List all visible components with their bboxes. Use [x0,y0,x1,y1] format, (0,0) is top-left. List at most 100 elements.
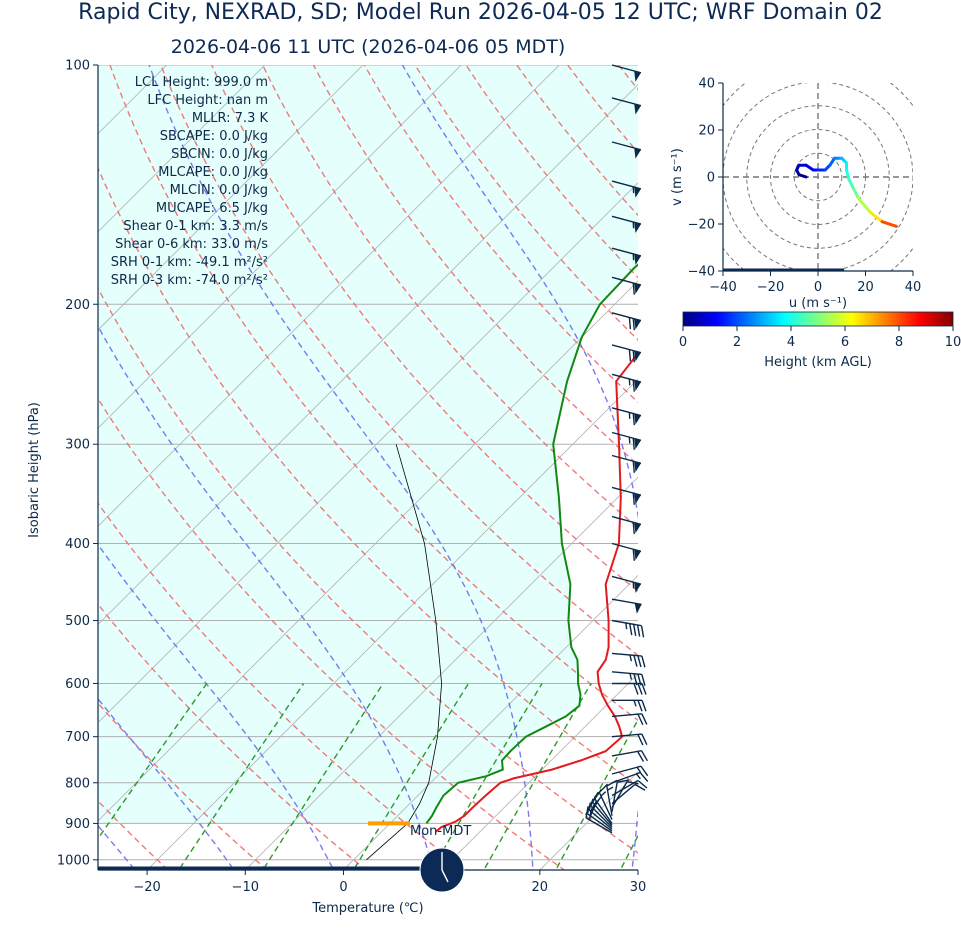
wind-barb [611,779,648,797]
dry-adiabat [98,166,638,787]
wind-barb [611,750,648,762]
sounding-stats: LCL Height: 999.0 m LFC Height: nan m MLLR… [111,75,269,288]
isotherm [0,47,86,876]
hodograph-x-tick-label: 0 [814,280,822,295]
stat-line: LCL Height: 999.0 m [135,75,268,90]
hodograph-segment [880,220,898,228]
mixing-ratio-line [483,683,592,870]
wind-barb [611,431,642,450]
wind-barb [611,454,642,473]
figure-subtitle: 2026-04-06 11 UTC (2026-04-06 05 MDT) [170,36,566,58]
wind-barb [612,699,647,712]
hodograph-axes: −40 −20 0 20 40 −40 −20 0 20 40 [688,77,922,296]
dewpoint-profile [425,263,638,824]
hodograph-y-tick-label: −40 [688,265,715,280]
isotherm [98,65,462,429]
hodograph-panel: −40 −20 0 20 40 −40 −20 0 20 40 u (m s⁻¹) v (m s⁻… [670,77,922,312]
isotherm [98,65,266,233]
hodograph-x-tick-label: 20 [857,280,874,295]
stat-line: SRH 0-1 km: -49.1 m²/s² [111,255,268,270]
hodograph-x-tick-label: −20 [757,280,784,295]
x-tick-label: 20 [532,880,549,895]
wind-barb [611,713,648,726]
wind-barb [611,180,642,198]
clock-icon [419,847,465,893]
x-tick-label: −20 [133,880,160,895]
y-tick-label: 600 [65,677,90,692]
wind-barb [611,141,642,159]
hodograph-y-tick-label: 0 [707,171,715,186]
wind-barb [611,783,646,805]
y-tick-label: 800 [65,776,90,791]
wind-barb [611,64,642,82]
wind-barb [611,344,642,363]
colorbar-tick-label: 2 [733,335,741,350]
wind-barb [611,619,645,638]
wind-barb [611,542,642,561]
isotherm [98,65,560,527]
hodograph-segment [845,168,851,181]
x-tick-label: 30 [630,880,647,895]
dry-adiabat [98,702,269,870]
dry-adiabat [755,47,961,876]
y-axis-label: Isobaric Height (hPa) [27,402,42,538]
wind-barb [611,215,642,233]
colorbar-tick-label: 4 [787,335,795,350]
legend-label: Mon-MDT [410,824,471,839]
wind-barbs [585,64,649,834]
colorbar-label: Height (km AGL) [764,355,872,370]
wind-barb [611,486,642,505]
y-tick-label: 900 [65,817,90,832]
moist-adiabat [98,324,435,870]
x-tick-label: 0 [339,880,347,895]
stat-line: Shear 0-6 km: 33.0 m/s [115,237,268,252]
wind-barb [611,671,646,686]
stat-line: SBCAPE: 0.0 J/kg [160,129,268,144]
dry-adiabat [617,65,638,91]
wind-barb [611,781,639,809]
mixing-ratio-line [98,683,208,840]
y-tick-label: 500 [65,614,90,629]
skewt-axes: 1002003004005006007008009001000−20−10010… [57,59,646,896]
hodograph-y-label: v (m s⁻¹) [670,148,685,206]
dry-adiabat [805,47,961,876]
hodograph-y-tick-label: −20 [688,218,715,233]
wind-barb [611,312,642,331]
dry-adiabat [98,502,467,870]
colorbar-tick-label: 10 [945,335,961,350]
dry-adiabat [261,65,638,529]
wind-barb [611,652,646,668]
stat-line: MLCIN: 0.0 J/kg [170,183,268,198]
y-tick-label: 300 [65,438,90,453]
stat-line: LFC Height: nan m [147,93,268,108]
y-tick-label: 200 [65,298,90,313]
hodograph-segment [856,196,872,214]
moist-adiabat [148,65,534,870]
stat-line: SRH 0-3 km: -74.0 m²/s² [111,273,268,288]
colorbar-tick-label: 0 [679,335,687,350]
colorbar-ticks: 0 2 4 6 8 10 [679,326,961,350]
hodograph-segment [868,210,884,224]
dry-adiabat [705,47,961,876]
stat-line: SBCIN: 0.0 J/kg [171,147,268,162]
dry-adiabat [98,397,566,870]
colorbar-tick-label: 8 [895,335,903,350]
isotherm [244,476,638,870]
dry-adiabat [160,65,638,657]
isotherm [98,280,638,822]
stat-line: Shear 0-1 km: 3.3 m/s [123,219,268,234]
x-tick-label: −10 [232,880,259,895]
colorbar: 0 2 4 6 8 10 Height (km AGL) [679,311,961,370]
wind-barb [611,598,642,614]
hodograph-x-tick-label: −40 [709,280,736,295]
dry-adiabat [655,47,961,876]
wind-barb [611,515,642,535]
isotherm [98,65,364,331]
stat-line: MUCAPE: 6.5 J/kg [156,201,268,216]
hodograph-x-label: u (m s⁻¹) [789,296,847,311]
dry-adiabat [856,47,961,876]
x-axis-label: Temperature (℃) [311,901,423,916]
hodograph-segment [847,177,856,191]
mixing-ratio-line [619,834,638,870]
y-tick-label: 1000 [57,853,90,868]
